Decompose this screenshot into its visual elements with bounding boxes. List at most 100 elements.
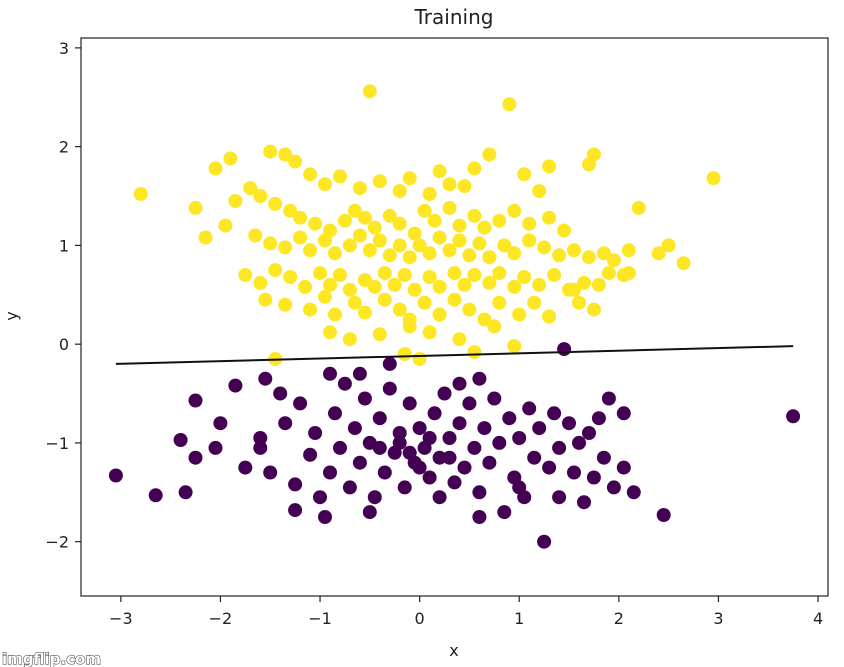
class-1-point xyxy=(238,268,253,282)
class-0-point xyxy=(457,460,472,475)
y-axis-label: y xyxy=(2,311,21,320)
class-1-point xyxy=(442,177,457,192)
class-0-point xyxy=(467,440,482,455)
class-0-point xyxy=(253,440,268,455)
class-1-point xyxy=(512,307,527,322)
class-1-point xyxy=(527,295,542,310)
class-1-point xyxy=(407,226,422,241)
class-1-point xyxy=(333,169,347,184)
class-0-point xyxy=(372,411,387,426)
class-1-point xyxy=(482,275,497,290)
class-1-point xyxy=(586,302,601,317)
class-1-point xyxy=(268,196,283,211)
class-1-point xyxy=(392,184,407,199)
class-0-point xyxy=(527,450,542,465)
decision-boundary-line xyxy=(115,345,794,365)
class-1-point xyxy=(377,292,392,307)
x-tick-label: 1 xyxy=(514,609,524,628)
class-0-point xyxy=(472,371,487,386)
x-tick-label: −2 xyxy=(209,609,233,628)
class-0-point xyxy=(502,411,517,426)
class-1-point xyxy=(432,307,447,322)
class-1-point xyxy=(547,268,562,282)
class-1-point xyxy=(417,295,432,310)
class-1-point xyxy=(342,238,357,253)
class-0-point xyxy=(357,391,372,406)
class-1-point xyxy=(552,248,567,263)
class-0-point xyxy=(347,421,362,436)
class-0-point xyxy=(442,450,457,465)
class-0-point xyxy=(173,433,188,447)
class-0-point xyxy=(263,465,278,480)
class-1-point xyxy=(362,84,377,99)
class-1-point xyxy=(631,200,646,215)
class-0-point xyxy=(472,510,487,524)
class-0-point xyxy=(522,401,537,416)
class-0-point xyxy=(616,460,631,475)
class-1-point xyxy=(392,238,407,253)
class-0-point xyxy=(313,490,327,505)
class-1-point xyxy=(422,325,437,340)
class-1-point xyxy=(328,307,342,322)
y-tick-label: 1 xyxy=(59,236,69,255)
class-1-point xyxy=(218,218,233,233)
class-1-point xyxy=(517,167,532,182)
class-1-point xyxy=(522,233,537,248)
class-1-point xyxy=(432,279,447,294)
class-1-point xyxy=(557,223,572,238)
class-1-point xyxy=(616,268,631,282)
class-0-point xyxy=(786,409,801,424)
class-0-point xyxy=(188,450,203,465)
class-0-point xyxy=(108,468,123,483)
class-1-point xyxy=(253,189,268,203)
class-1-point xyxy=(402,250,417,265)
class-0-point xyxy=(278,416,293,431)
class-0-point xyxy=(148,488,163,503)
class-0-point xyxy=(372,440,387,455)
class-0-point xyxy=(532,421,547,436)
class-1-point xyxy=(402,319,417,334)
class-1-point xyxy=(357,305,372,320)
y-tick-label: 2 xyxy=(59,138,69,157)
class-0-point xyxy=(577,495,591,510)
class-0-point xyxy=(288,503,303,518)
class-0-point xyxy=(596,450,611,465)
class-0-point xyxy=(437,386,452,401)
x-tick-label: 3 xyxy=(713,609,723,628)
class-0-point xyxy=(567,465,581,480)
class-1-point xyxy=(303,243,318,258)
class-0-point xyxy=(452,376,467,391)
class-1-point xyxy=(278,147,293,162)
class-1-point xyxy=(542,210,557,225)
class-0-point xyxy=(382,356,397,371)
class-0-point xyxy=(572,435,586,450)
class-0-point xyxy=(422,470,437,485)
class-1-point xyxy=(567,282,581,297)
class-1-point xyxy=(303,302,318,317)
class-1-point xyxy=(621,243,636,258)
x-tick-label: 2 xyxy=(614,609,624,628)
class-0-point xyxy=(342,480,357,495)
class-0-point xyxy=(352,455,367,470)
class-0-point xyxy=(228,378,243,393)
class-1-point xyxy=(278,240,293,255)
class-0-point xyxy=(626,485,641,500)
class-1-point xyxy=(502,97,517,112)
class-1-point xyxy=(412,238,427,253)
class-1-point xyxy=(487,319,502,334)
class-1-point xyxy=(293,210,308,225)
class-0-point xyxy=(447,475,462,490)
class-1-point xyxy=(372,174,387,189)
class-0-point xyxy=(432,450,447,465)
class-1-point xyxy=(676,256,691,271)
class-1-point xyxy=(442,200,457,215)
class-0-point xyxy=(462,396,477,411)
class-0-point xyxy=(442,431,457,445)
class-1-point xyxy=(328,246,342,261)
class-0-point xyxy=(477,421,492,436)
class-1-point xyxy=(591,277,606,292)
class-0-point xyxy=(472,485,487,500)
class-0-point xyxy=(397,480,412,495)
class-1-point xyxy=(452,233,467,248)
